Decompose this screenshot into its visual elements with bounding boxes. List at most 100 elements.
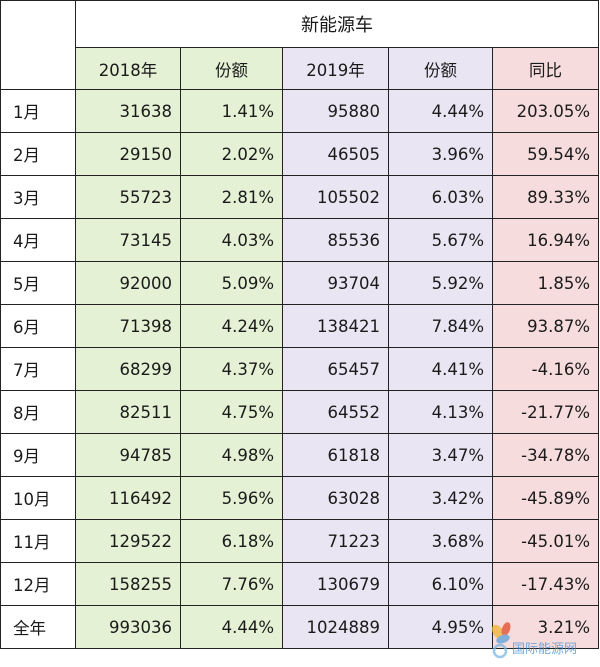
cell-yoy: -17.43% [491,562,600,606]
month-label: 5月 [0,261,76,305]
cell-2019-value: 63028 [282,476,389,520]
title-row: 新能源车 [0,0,600,90]
cell-yoy: -34.78% [491,433,600,477]
month-label: 2月 [0,132,76,176]
cell-yoy: -4.16% [491,347,600,391]
cell-2019-value: 61818 [282,433,389,477]
watermark-text: 国际能源网 [512,642,577,657]
table-row: 4月 73145 4.03% 85536 5.67% 16.94% [0,218,600,262]
cell-2019-share: 3.68% [388,519,493,563]
cell-2018-value: 116492 [75,476,181,520]
table-row: 1月 31638 1.41% 95880 4.44% 203.05% [0,89,600,133]
month-label: 3月 [0,175,76,219]
cell-2019-value: 65457 [282,347,389,391]
cell-2019-value: 71223 [282,519,389,563]
header-2019: 2019年 [282,47,389,90]
table-row: 8月 82511 4.75% 64552 4.13% -21.77% [0,390,600,434]
month-label: 4月 [0,218,76,262]
cell-2019-share: 6.03% [388,175,493,219]
table-row: 6月 71398 4.24% 138421 7.84% 93.87% [0,304,600,348]
cell-2019-value: 1024889 [282,605,389,649]
cell-2018-value: 92000 [75,261,181,305]
cell-2018-share: 4.24% [180,304,283,348]
leaf-icon [491,622,511,659]
cell-yoy: 59.54% [491,132,600,176]
month-label: 8月 [0,390,76,434]
header-2018: 2018年 [75,47,181,90]
cell-yoy: -45.89% [491,476,600,520]
cell-2018-share: 5.09% [180,261,283,305]
cell-yoy: -45.01% [491,519,600,563]
month-label: 9月 [0,433,76,477]
cell-2019-value: 64552 [282,390,389,434]
table-row: 9月 94785 4.98% 61818 3.47% -34.78% [0,433,600,477]
corner-cell [0,0,76,90]
cell-2019-share: 5.92% [388,261,493,305]
header-share-2019: 份额 [388,47,493,90]
table-row: 2月 29150 2.02% 46505 3.96% 59.54% [0,132,600,176]
cell-2019-share: 3.96% [388,132,493,176]
cell-2019-share: 3.47% [388,433,493,477]
cell-2019-share: 4.95% [388,605,493,649]
cell-2018-share: 2.81% [180,175,283,219]
cell-2018-share: 4.44% [180,605,283,649]
cell-2018-share: 4.98% [180,433,283,477]
cell-2018-share: 7.76% [180,562,283,606]
cell-2018-value: 29150 [75,132,181,176]
header-row: 2018年 份额 2019年 份额 同比 [1,47,600,90]
cell-yoy: 93.87% [491,304,600,348]
cell-2019-share: 4.13% [388,390,493,434]
month-label: 全年 [0,605,76,649]
cell-2018-share: 1.41% [180,89,283,133]
cell-2018-share: 6.18% [180,519,283,563]
cell-yoy: 3.21% [491,605,600,649]
table-row: 12月 158255 7.76% 130679 6.10% -17.43% [0,562,600,606]
table-row: 3月 55723 2.81% 105502 6.03% 89.33% [0,175,600,219]
cell-2019-share: 7.84% [388,304,493,348]
data-table: 新能源车 2018年 份额 2019年 份额 同比 1月 31638 1.41% 95… [0,0,600,649]
cell-2019-value: 93704 [282,261,389,305]
cell-2018-value: 158255 [75,562,181,606]
cell-2019-value: 138421 [282,304,389,348]
cell-2018-share: 4.03% [180,218,283,262]
cell-2019-value: 105502 [282,175,389,219]
cell-2018-value: 55723 [75,175,181,219]
month-label: 11月 [0,519,76,563]
header-yoy: 同比 [491,47,600,90]
cell-2018-share: 2.02% [180,132,283,176]
table-title: 新能源车 [74,0,600,48]
cell-2018-share: 4.37% [180,347,283,391]
cell-2019-value: 85536 [282,218,389,262]
cell-2019-value: 130679 [282,562,389,606]
cell-2019-value: 95880 [282,89,389,133]
cell-2018-value: 73145 [75,218,181,262]
header-share-2018: 份额 [180,47,283,90]
table-row: 7月 68299 4.37% 65457 4.41% -4.16% [0,347,600,391]
cell-2019-share: 3.42% [388,476,493,520]
cell-2018-value: 129522 [75,519,181,563]
cell-2018-value: 71398 [75,304,181,348]
cell-2018-value: 94785 [75,433,181,477]
cell-yoy: 16.94% [491,218,600,262]
month-label: 1月 [0,89,76,133]
cell-2019-value: 46505 [282,132,389,176]
table-row: 11月 129522 6.18% 71223 3.68% -45.01% [0,519,600,563]
cell-yoy: 203.05% [491,89,600,133]
cell-2018-value: 31638 [75,89,181,133]
cell-2019-share: 4.41% [388,347,493,391]
cell-yoy: 1.85% [491,261,600,305]
month-label: 7月 [0,347,76,391]
watermark-logo: 国际能源网 [491,622,577,659]
cell-2018-share: 4.75% [180,390,283,434]
cell-2019-share: 6.10% [388,562,493,606]
cell-yoy: -21.77% [491,390,600,434]
table-row: 全年 993036 4.44% 1024889 4.95% 3.21% [0,605,600,649]
cell-2019-share: 4.44% [388,89,493,133]
table-row: 10月 116492 5.96% 63028 3.42% -45.89% [0,476,600,520]
cell-2018-value: 82511 [75,390,181,434]
month-label: 12月 [0,562,76,606]
cell-2018-value: 68299 [75,347,181,391]
cell-yoy: 89.33% [491,175,600,219]
month-label: 6月 [0,304,76,348]
table-row: 5月 92000 5.09% 93704 5.92% 1.85% [0,261,600,305]
